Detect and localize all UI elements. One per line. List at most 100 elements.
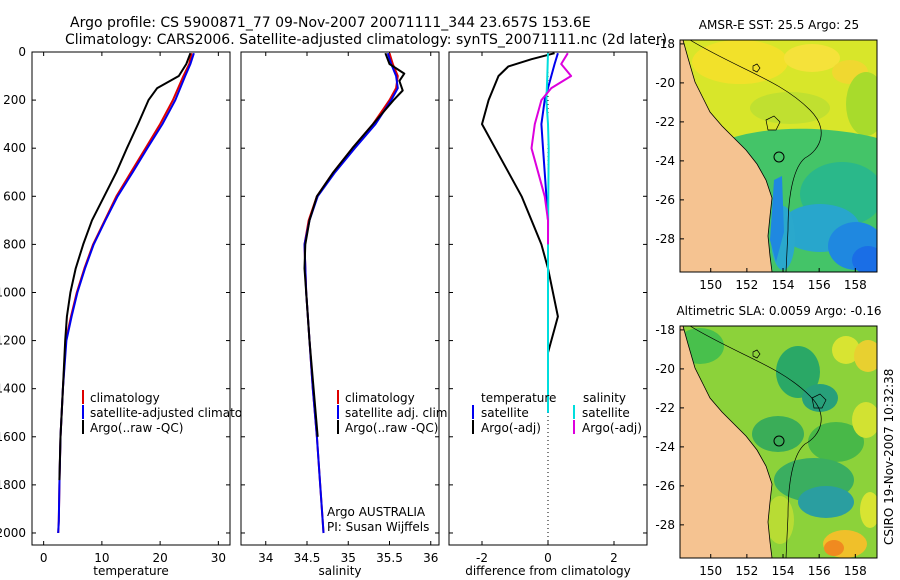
salinity-x-label: salinity: [318, 564, 361, 578]
salinity-depth-axis: [241, 51, 439, 534]
map-lon-tick-label: 156: [808, 278, 831, 292]
sst-map-reef-outline: [765, 115, 781, 131]
temperature-plot-frame: [31, 51, 231, 546]
sla-map-frame: [679, 325, 878, 559]
map-lon-tick-label: 154: [772, 564, 795, 578]
depth-tick-label: 1600: [0, 430, 26, 444]
difference-x-label: difference from climatology: [465, 564, 631, 578]
x-tick-label: 0: [40, 551, 48, 565]
salinity-plot-frame: [240, 51, 440, 546]
difference-profile-panel: -2 0 2 difference from climatology tempera…: [448, 51, 648, 578]
x-tick-label: -2: [476, 551, 488, 565]
sla-map-title: Altimetric SLA: 0.0059 Argo: -0.16: [676, 304, 881, 318]
sst-field-patches: [692, 40, 877, 272]
temperature-x-label: temperature: [93, 564, 168, 578]
salinity-profile-panel: 34 34.5 35 35.5 36 salinity climatology sate…: [240, 51, 451, 578]
map-lon-tick-label: 152: [735, 564, 758, 578]
sla-map-axes: 150 152 154 156 158 -18 -20 -22 -24 -26 -28: [655, 323, 866, 578]
map-lon-tick-label: 158: [844, 564, 867, 578]
map-lon-tick-label: 154: [772, 278, 795, 292]
sst-map-landmass: [680, 40, 773, 272]
series-line-temperature-argo-adj: [481, 52, 559, 353]
depth-tick-label: 600: [3, 189, 26, 203]
map-lon-tick-label: 150: [699, 278, 722, 292]
difference-legend: temperature salinity satellite Argo(-adj…: [472, 391, 642, 435]
salinity-x-axis: 34 34.5 35 35.5 36: [258, 52, 438, 565]
sst-map-float-marker: [773, 151, 785, 163]
temperature-depth-axis: 0 200 400 600 800 1000 1200 1400 1600 1800 2000: [0, 45, 230, 540]
depth-tick-label: 0: [18, 45, 26, 59]
legend-label-temp-satellite: satellite: [481, 406, 529, 420]
map-lat-tick-label: -20: [655, 76, 675, 90]
legend-label-argo: Argo(..raw -QC): [90, 421, 183, 435]
series-line-argo-raw-qc: [58, 52, 192, 481]
map-lat-tick-label: -26: [655, 479, 675, 493]
x-tick-label: 30: [211, 551, 226, 565]
legend-label-temp-argo: Argo(-adj): [481, 421, 541, 435]
map-lon-tick-label: 152: [735, 278, 758, 292]
map-lat-tick-label: -26: [655, 193, 675, 207]
map-lon-tick-label: 156: [808, 564, 831, 578]
temperature-profile-panel: 0 200 400 600 800 1000 1200 1400 1600 1800 2000 0 1…: [0, 45, 268, 578]
series-line-salinity-argo-adj: [530, 52, 573, 245]
sla-map-reef-outline: [811, 393, 827, 409]
x-tick-label: 34: [258, 551, 273, 565]
map-lat-tick-label: -28: [655, 518, 675, 532]
map-lat-tick-label: -28: [655, 232, 675, 246]
x-tick-label: 2: [610, 551, 618, 565]
depth-tick-label: 2000: [0, 526, 26, 540]
x-tick-label: 35: [341, 551, 356, 565]
salinity-legend: climatology satellite adj. clim. Argo(..…: [337, 390, 451, 435]
depth-tick-label: 200: [3, 93, 26, 107]
map-lat-tick-label: -20: [655, 362, 675, 376]
map-lon-tick-label: 150: [699, 564, 722, 578]
temperature-series-group: [57, 52, 195, 534]
map-lat-tick-label: -24: [655, 154, 675, 168]
difference-depth-axis: [449, 51, 647, 534]
sst-map-panel: AMSR-E SST: 25.5 Argo: 25: [655, 18, 878, 292]
x-tick-label: 35.5: [376, 551, 403, 565]
legend-label-climatology: climatology: [345, 391, 415, 405]
temperature-x-axis: 0 10 20 30: [40, 52, 226, 565]
legend-column-temperature: temperature: [481, 391, 556, 405]
salinity-series-group: [303, 52, 406, 534]
legend-label-argo: Argo(..raw -QC): [345, 421, 438, 435]
depth-tick-label: 400: [3, 141, 26, 155]
legend-column-salinity: salinity: [583, 391, 626, 405]
legend-label-climatology: climatology: [90, 391, 160, 405]
x-tick-label: 20: [152, 551, 167, 565]
series-line-argo-raw-qc: [303, 52, 406, 437]
map-lon-tick-label: 158: [844, 278, 867, 292]
legend-label-sal-satellite: satellite: [582, 406, 630, 420]
sst-map-reef-outline: [752, 63, 761, 73]
depth-tick-label: 1000: [0, 285, 26, 299]
x-tick-label: 34.5: [294, 551, 321, 565]
sla-map-reef-outline: [752, 349, 761, 359]
map-lat-tick-label: -24: [655, 440, 675, 454]
x-tick-label: 36: [423, 551, 438, 565]
depth-tick-label: 1800: [0, 478, 26, 492]
sst-map-reef-contour: [689, 40, 822, 272]
sla-map-landmass: [680, 326, 773, 558]
sst-map-frame: [679, 39, 878, 273]
figure-title-line1: Argo profile: CS 5900871_77 09-Nov-2007 …: [70, 15, 591, 31]
legend-label-satellite: satellite-adjusted climatology: [90, 406, 268, 420]
figure-title-line2: Climatology: CARS2006. Satellite-adjuste…: [65, 32, 667, 48]
x-tick-label: 10: [94, 551, 109, 565]
legend-label-satellite: satellite adj. clim.: [345, 406, 451, 420]
map-lat-tick-label: -22: [655, 115, 675, 129]
sla-map-panel: Altimetric SLA: 0.0059 Argo: -0.16: [655, 304, 881, 578]
depth-tick-label: 800: [3, 237, 26, 251]
x-tick-label: 0: [544, 551, 552, 565]
credit-pi: PI: Susan Wijffels: [327, 520, 429, 534]
temperature-legend: climatology satellite-adjusted climatolo…: [82, 390, 268, 435]
depth-tick-label: 1200: [0, 334, 26, 348]
map-lat-tick-label: -18: [655, 37, 675, 51]
sst-map-axes: 150 152 154 156 158 -18 -20 -22 -24 -26 -28: [655, 37, 866, 292]
series-line-salinity-satellite: [545, 53, 550, 413]
csiro-timestamp: CSIRO 19-Nov-2007 10:32:38: [882, 369, 896, 545]
sst-map-title: AMSR-E SST: 25.5 Argo: 25: [699, 18, 859, 32]
map-lat-tick-label: -18: [655, 323, 675, 337]
legend-label-sal-argo: Argo(-adj): [582, 421, 642, 435]
